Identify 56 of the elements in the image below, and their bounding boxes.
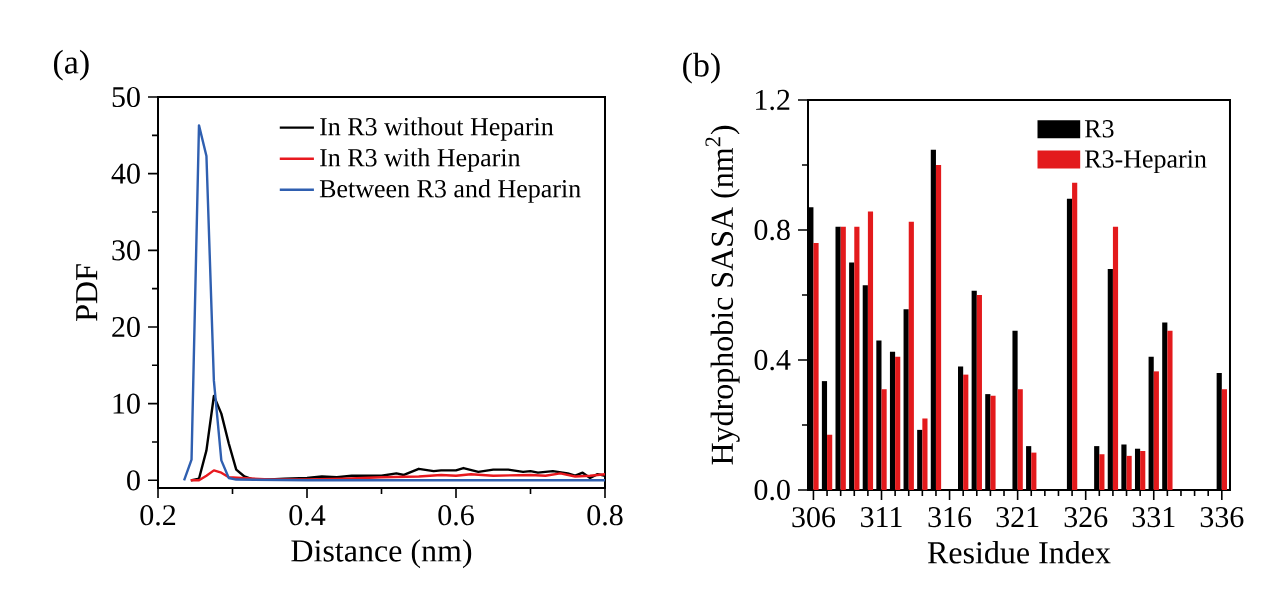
bar <box>854 226 860 490</box>
y-tick-label: 40 <box>111 163 140 184</box>
chart-title: (b) <box>683 52 720 84</box>
x-tick-label: 326 <box>1064 507 1108 528</box>
x-tick-label: 0.8 <box>587 505 623 526</box>
y-tick-label: 1.2 <box>756 89 790 111</box>
x-tick-label: 311 <box>861 507 902 528</box>
bar <box>1167 330 1173 490</box>
bar <box>1221 389 1227 490</box>
bar <box>895 356 901 490</box>
bar <box>976 294 982 490</box>
bar <box>813 242 819 490</box>
legend-label: In R3 with Heparin <box>320 148 521 172</box>
bar <box>908 221 914 490</box>
bar <box>1072 182 1078 490</box>
line-series <box>189 469 607 482</box>
y-tick-label: 0 <box>127 470 140 491</box>
x-axis-title: Residue Index <box>927 541 1111 564</box>
y-tick-label: 10 <box>113 393 140 414</box>
y-tick-label: 0.0 <box>754 479 790 501</box>
bar <box>963 374 969 490</box>
chart-title: (a) <box>53 49 89 81</box>
bar <box>922 418 928 490</box>
x-tick-label: 306 <box>792 507 836 528</box>
legend-label: In R3 without Heparin <box>320 117 554 141</box>
bar <box>840 226 846 490</box>
legend-label: Between R3 and Heparin <box>319 179 581 203</box>
y-axis-title: PDF <box>76 264 98 321</box>
x-tick-label: 321 <box>996 507 1039 528</box>
bar <box>1031 452 1037 490</box>
bar <box>1153 371 1159 490</box>
bar <box>867 211 874 490</box>
bar <box>990 395 996 490</box>
x-tick-label: 336 <box>1200 507 1244 528</box>
bar <box>1017 389 1023 490</box>
bar <box>935 164 942 490</box>
bar <box>1126 455 1132 490</box>
x-tick-label: 331 <box>1132 507 1175 528</box>
x-tick-label: 0.2 <box>140 505 176 526</box>
bar <box>881 389 887 490</box>
x-axis-title: Distance (nm) <box>291 539 472 569</box>
legend-label: R3 <box>1084 120 1114 138</box>
y-tick-label: 30 <box>112 240 140 261</box>
bar <box>827 434 833 490</box>
bar <box>1140 450 1146 490</box>
y-tick-label: 50 <box>112 86 140 108</box>
x-tick-label: 0.4 <box>289 505 326 526</box>
x-tick-label: 0.6 <box>438 505 474 526</box>
y-tick-label: 0.4 <box>754 349 791 371</box>
bar <box>1099 454 1105 490</box>
bar <box>1112 226 1119 490</box>
y-axis-title: Hydrophobic SASA (nm$^{2}$) <box>705 125 740 465</box>
legend-label: R3-Heparin <box>1084 150 1207 174</box>
y-tick-label: 20 <box>112 316 140 338</box>
y-tick-label: 0.8 <box>754 219 790 241</box>
x-tick-label: 316 <box>928 507 972 528</box>
